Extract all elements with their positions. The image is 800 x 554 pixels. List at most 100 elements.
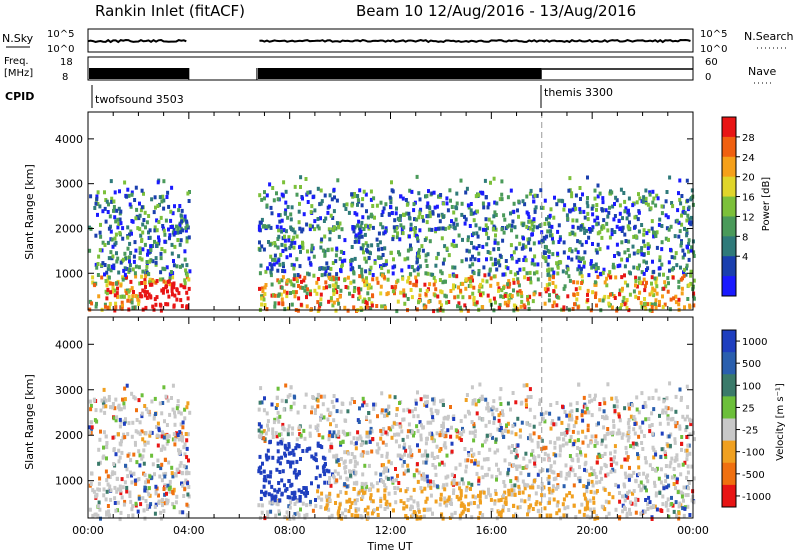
power-cell [412, 282, 416, 287]
power-cell [628, 220, 631, 225]
power-cell [110, 237, 114, 242]
power-cell [365, 282, 369, 287]
power-cell [94, 262, 98, 267]
velocity-cell [652, 504, 656, 509]
power-cell [386, 269, 390, 274]
power-cell [494, 262, 497, 266]
power-cell [180, 263, 184, 268]
velocity-cell [431, 463, 435, 467]
velocity-cell [271, 431, 275, 436]
velocity-cell [584, 460, 588, 465]
velocity-cell [327, 507, 331, 512]
power-cell [306, 249, 309, 254]
power-cell [94, 233, 98, 238]
power-cell [576, 292, 580, 296]
power-cell [265, 307, 269, 312]
power-cell [399, 194, 403, 199]
velocity-cell [471, 430, 475, 435]
power-cell [128, 259, 131, 264]
velocity-cell [569, 467, 573, 472]
power-cell [133, 305, 137, 310]
power-cell [585, 228, 589, 233]
velocity-cell [364, 440, 368, 445]
power-cell [650, 305, 654, 309]
velocity-cell [164, 394, 168, 399]
velocity-cell [659, 480, 663, 485]
velocity-cell [637, 434, 641, 439]
power-cell [551, 236, 554, 241]
velocity-cell [420, 453, 424, 458]
power-cell [358, 188, 362, 193]
velocity-cell [533, 464, 537, 468]
velocity-cell [184, 432, 188, 436]
power-cell [107, 202, 110, 207]
velocity-cell [431, 480, 435, 484]
velocity-cell [174, 434, 178, 439]
velocity-cell [666, 414, 670, 419]
power-cell [154, 302, 158, 307]
velocity-cell [524, 403, 528, 408]
power-cell [425, 194, 429, 199]
power-cell [611, 262, 615, 267]
power-cell [109, 281, 113, 286]
velocity-cell [355, 480, 359, 485]
velocity-cell [655, 507, 659, 512]
power-cell [366, 291, 370, 296]
velocity-cell [523, 499, 527, 504]
power-cell [428, 210, 432, 215]
power-cell [159, 303, 163, 308]
velocity-cell [678, 387, 682, 392]
power-cell [674, 300, 678, 305]
nsearch-label: N.Search [744, 30, 794, 43]
velocity-cell [536, 509, 540, 514]
velocity-cell [123, 499, 127, 504]
velocity-cell [157, 493, 160, 498]
velocity-cell [130, 507, 134, 512]
velocity-cell [623, 498, 627, 503]
velocity-cell [470, 447, 473, 452]
velocity-cell [410, 453, 414, 458]
velocity-cell [542, 457, 546, 462]
power-cell [428, 239, 432, 244]
velocity-cell [353, 455, 357, 460]
velocity-cell [261, 461, 264, 466]
velocity-cell [138, 420, 142, 425]
velocity-cell [179, 422, 183, 427]
power-cell [594, 266, 598, 271]
velocity-cell [625, 513, 629, 518]
x-tick-label: 12:00 [375, 524, 407, 537]
power-cell [415, 307, 419, 312]
velocity-cell [271, 455, 275, 460]
velocity-cell [453, 474, 456, 479]
power-cell [488, 268, 492, 273]
velocity-colorbar-swatch [722, 418, 736, 442]
power-cell [439, 193, 443, 197]
power-cell [267, 240, 270, 244]
power-cell [662, 286, 666, 291]
power-cell [570, 191, 574, 196]
power-cell [412, 202, 416, 207]
power-cell [413, 217, 416, 222]
velocity-cell [89, 482, 93, 486]
velocity-cell [409, 496, 413, 501]
velocity-cell [556, 500, 560, 505]
power-cell [664, 199, 668, 204]
velocity-colorbar-tick-label: -100 [742, 448, 765, 459]
power-cell [176, 230, 180, 235]
velocity-cell [416, 501, 420, 506]
velocity-cell [514, 449, 518, 454]
power-cell [114, 305, 118, 310]
power-cell [313, 219, 317, 224]
velocity-cell [541, 486, 544, 491]
velocity-cell [470, 420, 474, 424]
velocity-cell [281, 437, 285, 442]
velocity-cell [627, 435, 631, 440]
velocity-cell [498, 471, 502, 476]
power-cell [671, 275, 675, 280]
velocity-cell [651, 445, 655, 450]
velocity-cell [443, 487, 447, 492]
velocity-cell [167, 486, 171, 491]
velocity-cell [558, 453, 562, 458]
power-cell [268, 182, 272, 187]
power-cell [408, 188, 412, 193]
